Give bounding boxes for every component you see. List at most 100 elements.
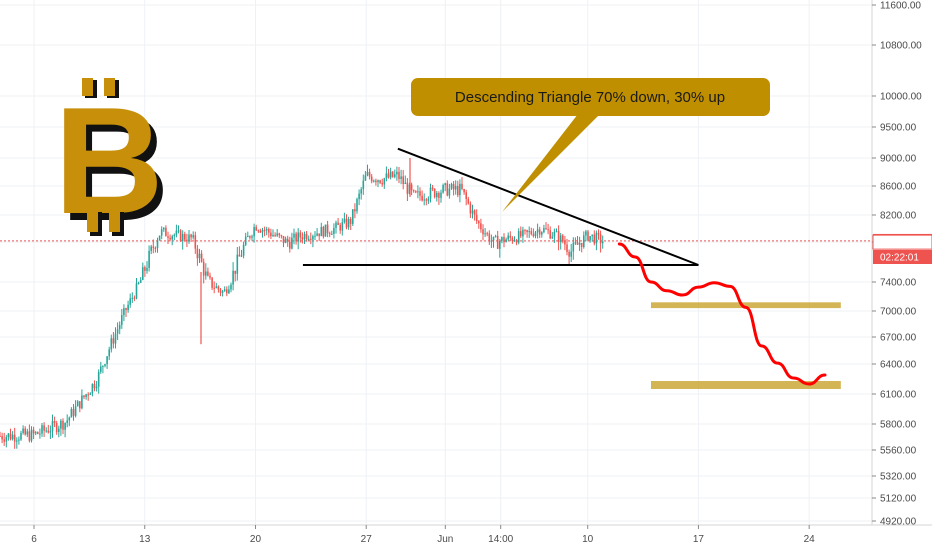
candle-down [515,240,518,243]
candle-up [559,235,562,243]
candle-up [589,236,591,241]
candle-up [66,420,68,423]
candle-down [202,261,205,276]
candle-down [431,187,434,189]
candle-up [11,434,14,440]
candle-down [217,286,220,290]
candle-up [333,227,335,234]
candle-up [100,366,102,372]
bitcoin-logo-stub-bottom-left-fill [87,208,98,232]
callout-text: Descending Triangle 70% down, 30% up [455,89,725,106]
candle-up [396,171,398,175]
candle-up [150,246,152,251]
candle-up [18,439,20,441]
candle-up [230,284,232,290]
candle-up [146,267,148,271]
candle-up [494,235,497,237]
triangle-resistance-line[interactable] [397,147,699,266]
candle-down [234,270,236,274]
candle-up [20,432,22,440]
candle-down [398,171,400,179]
candle-up [58,428,60,433]
candle-down [345,218,348,228]
candle-up [181,233,184,241]
candle-up [49,431,52,433]
candle-down [55,423,58,433]
candle-down [3,439,5,442]
candle-up [335,222,337,228]
bitcoin-logo-stub-top-left-fill [82,78,93,96]
target-zone-1[interactable] [650,302,841,309]
candle-up [450,183,453,189]
candle-down [322,226,325,237]
candle-down [511,237,514,241]
price-tick-label: 9000.00 [880,154,917,165]
candle-up [324,224,327,237]
candle-down [1,436,3,440]
candle-up [127,304,129,311]
candle-down [457,186,459,196]
price-tag-2 [872,234,932,250]
candle-up [253,227,255,237]
candle-up [64,422,66,430]
candle-down [415,191,417,193]
candle-down [37,432,39,434]
candle-down [564,241,566,245]
candle-up [513,240,516,242]
candle-down [580,242,583,247]
candle-down [538,229,541,235]
candle-up [591,234,593,237]
candle-down [184,233,186,240]
candle-up [601,241,604,244]
candle-down [473,210,476,215]
candle-up [108,349,110,357]
candle-up [307,238,310,240]
candle-down [339,225,341,231]
price-axis[interactable]: 11600.00 10800.00 10000.00 9500.00 9000.00 86… [871,0,932,550]
candle-down [520,231,522,237]
candle-up [156,240,159,248]
candle-down [482,229,484,235]
candle-up [265,229,268,231]
candle-up [555,231,558,233]
candle-down [452,183,455,190]
candle-down [53,421,56,424]
candle-down [328,233,331,235]
candle-up [448,188,451,196]
candle-up [383,178,386,185]
candle-up [541,232,543,235]
candle-up [570,251,572,257]
candle-up [228,289,230,294]
target-zone-2[interactable] [650,381,841,389]
candle-up [429,187,432,199]
candle-down [299,232,302,238]
candle-down [211,277,213,288]
candle-down [24,428,26,435]
callout-box [411,78,770,116]
candle-down [486,233,488,235]
time-axis[interactable]: 6 13 20 27 Jun 14:00 10 17 24 [0,524,932,550]
candle-down [463,188,465,193]
price-tick-label: 5320.00 [880,472,917,483]
candle-up [68,417,71,421]
candle-up [417,191,419,193]
candle-down [87,394,89,396]
projection-path[interactable] [617,242,827,386]
candle-up [34,432,37,434]
candle-up [492,236,495,241]
candle-up [297,232,299,242]
candle-down [503,237,505,243]
candle-down [255,227,257,231]
candle-down [286,238,289,242]
price-tick-label: 8200.00 [880,211,917,222]
annotation-callout[interactable]: Descending Triangle 70% down, 30% up [411,78,770,212]
candle-up [76,401,79,407]
candle-up [394,174,396,177]
candle-up [114,333,117,344]
candle-up [45,430,47,432]
grid [0,0,872,525]
candle-down [391,171,394,177]
candle-up [51,421,54,432]
candle-down [480,223,482,230]
